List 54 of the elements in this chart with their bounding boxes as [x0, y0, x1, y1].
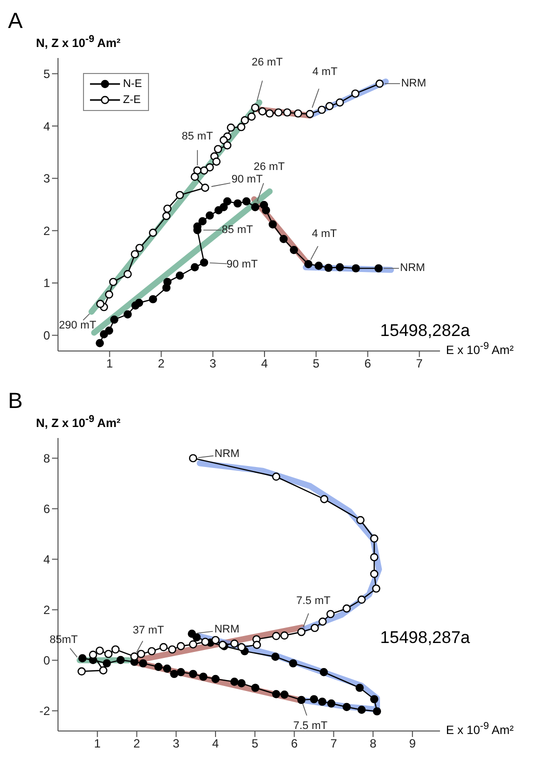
y-axis-title: N, Z x 10$^{-9}$ Am²	[36, 414, 120, 430]
y-tick-label: 1	[43, 276, 50, 290]
annotation: 85 mT	[182, 130, 214, 142]
y-tick-label: 0	[43, 654, 50, 668]
x-tick-label: 3	[210, 356, 217, 371]
legend-label: Z-E	[123, 94, 141, 106]
annotation: 90 mT	[232, 174, 263, 186]
chart-title: B	[8, 388, 23, 414]
y-tick-label: 4	[43, 552, 50, 566]
annotation: 15498,282a	[380, 321, 470, 341]
x-axis-title: E x 10$^{-9}$ Am²	[446, 341, 514, 357]
annotation: 290 mT	[58, 320, 96, 332]
x-tick-label: 5	[312, 356, 320, 371]
x-tick-label: 7	[330, 736, 338, 751]
x-tick-label: 7	[416, 356, 424, 371]
annotation: 7.5 mT	[293, 720, 328, 732]
annotation: 85 mT	[222, 224, 254, 236]
annotation: NRM	[214, 624, 240, 636]
y-tick-label: -2	[39, 704, 50, 718]
x-tick-label: 6	[290, 736, 298, 751]
x-tick-label: 1	[94, 736, 102, 751]
x-tick-label: 2	[158, 356, 165, 371]
y-tick-label: 8	[43, 451, 50, 466]
annotation: 26 mT	[254, 161, 286, 174]
annotation: NRM	[214, 448, 240, 460]
x-axis-title: E x 10$^{-9}$ Am²	[446, 721, 514, 737]
x-tick-label: 9	[409, 736, 416, 751]
y-tick-label: 3	[43, 172, 50, 186]
annotation: 7.5 mT	[296, 594, 331, 607]
y-tick-label: 2	[43, 224, 50, 238]
x-tick-label: 4	[212, 736, 220, 751]
annotation: 4 mT	[312, 66, 338, 78]
x-tick-label: 6	[364, 356, 372, 371]
x-tick-label: 8	[370, 736, 377, 751]
y-tick-label: 4	[43, 119, 50, 134]
y-tick-label: 0	[43, 328, 50, 343]
y-axis-title: N, Z x 10$^{-9}$ Am²	[36, 34, 120, 50]
y-tick-label: 6	[43, 502, 50, 516]
annotation: 4 mT	[312, 228, 338, 240]
x-tick-label: 1	[106, 356, 114, 371]
annotation: 26 mT	[252, 56, 284, 69]
x-tick-label: 3	[172, 736, 180, 751]
x-tick-label: 2	[133, 736, 140, 751]
annotation: 90 mT	[226, 258, 258, 270]
chart-title: A	[8, 8, 23, 34]
annotation: NRM	[400, 262, 426, 274]
y-tick-label: 2	[43, 603, 50, 618]
x-tick-label: 4	[261, 356, 268, 371]
annotation: 15498,287a	[380, 628, 470, 648]
y-tick-label: 5	[43, 66, 50, 81]
annotation: 37 mT	[132, 624, 164, 636]
x-tick-label: 5	[252, 736, 259, 751]
annotation: NRM	[401, 78, 426, 90]
legend-label: N-E	[123, 78, 142, 90]
